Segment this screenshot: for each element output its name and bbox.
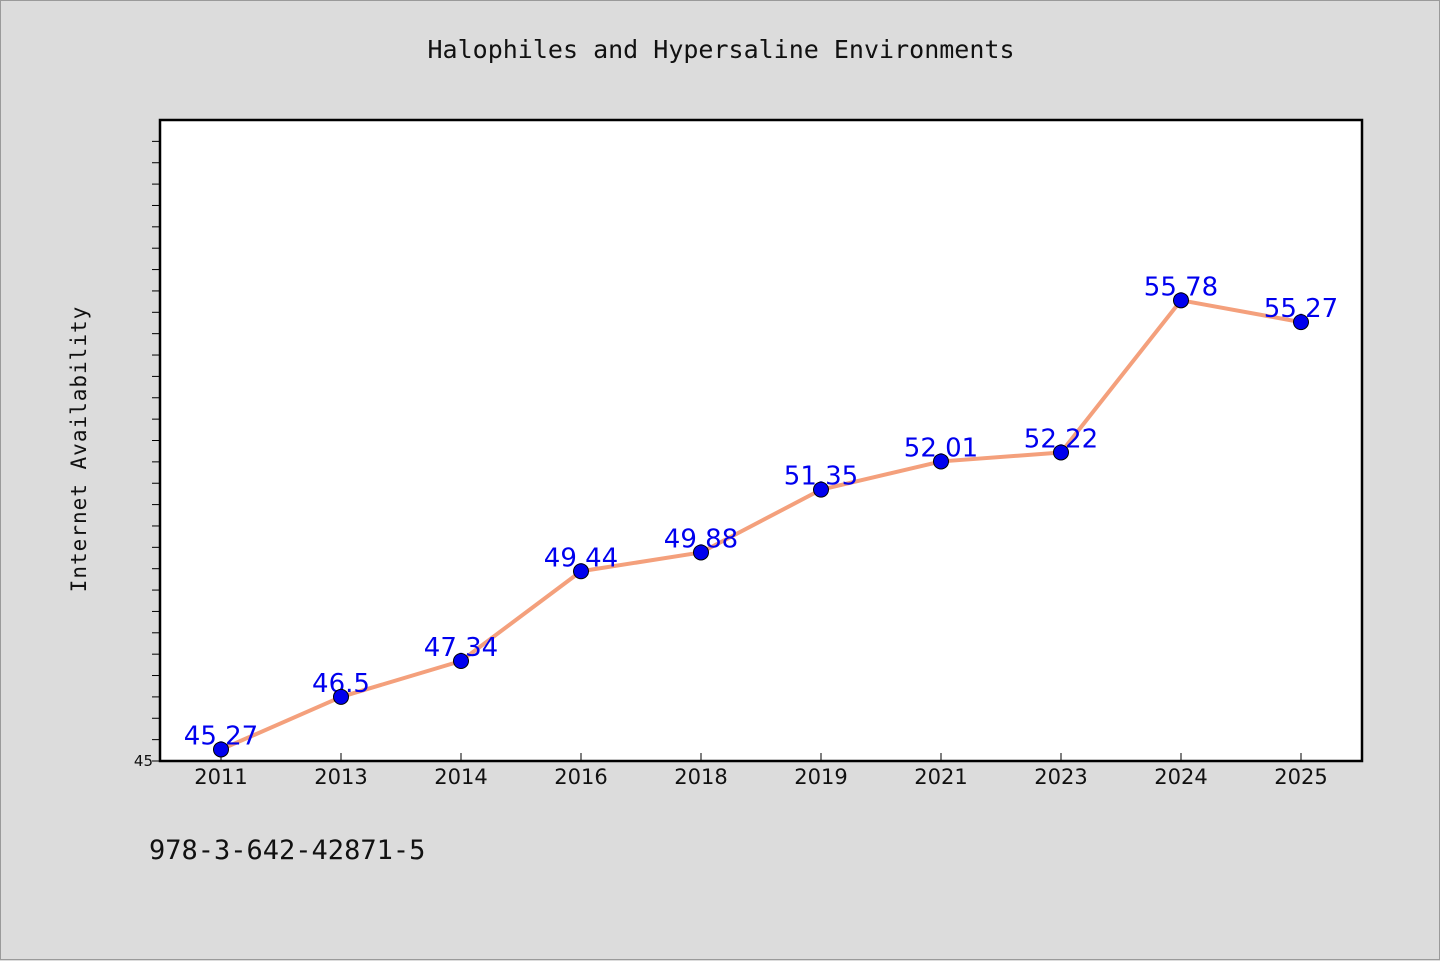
isbn-text: 978-3-642-42871-5	[149, 835, 426, 866]
y-axis-ticks: 45	[134, 140, 160, 770]
data-point	[813, 481, 829, 498]
x-tick-label: 2019	[794, 765, 847, 789]
data-point	[453, 653, 469, 670]
data-point	[333, 688, 349, 705]
x-tick-label: 2023	[1034, 765, 1087, 789]
data-point	[1293, 314, 1309, 331]
data-point	[1173, 292, 1189, 309]
x-tick-label: 2014	[434, 765, 487, 789]
plot-area	[158, 118, 1364, 763]
series-line	[219, 298, 1303, 752]
x-axis-ticks: 2011 2013 2014 2016 2018 2019 2021 2023 2024 2025	[194, 753, 1328, 789]
x-tick-label: 2024	[1154, 765, 1207, 789]
x-tick-label: 2018	[674, 765, 727, 789]
data-point	[1053, 444, 1069, 461]
x-tick-label: 2013	[314, 765, 367, 789]
data-point	[213, 741, 229, 758]
chart-title: Halophiles and Hypersaline Environments	[427, 35, 1015, 64]
x-tick-label: 2011	[194, 765, 247, 789]
data-point	[573, 563, 589, 580]
data-point	[933, 453, 949, 470]
x-tick-label: 2021	[914, 765, 967, 789]
data-point	[693, 544, 709, 561]
y-tick-label: 45	[134, 752, 153, 770]
x-tick-label: 2025	[1274, 765, 1327, 789]
x-tick-label: 2016	[554, 765, 607, 789]
